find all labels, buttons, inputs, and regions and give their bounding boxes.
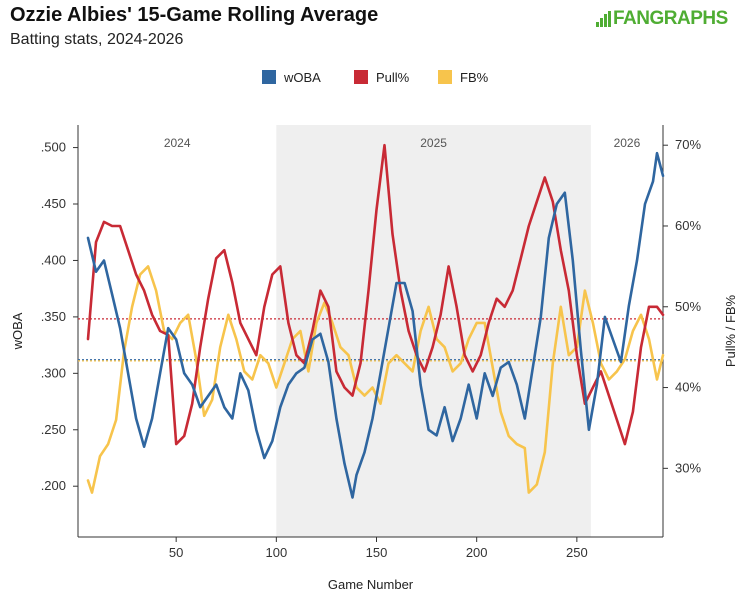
legend-label-woba: wOBA <box>283 70 321 85</box>
legend-swatch-fb <box>438 70 452 84</box>
legend-swatch-woba <box>262 70 276 84</box>
y-tick-label-left: .450 <box>41 196 66 211</box>
x-tick-label: 100 <box>265 545 287 560</box>
y-tick-label-left: .500 <box>41 140 66 155</box>
season-label-2025: 2025 <box>420 136 447 150</box>
y-tick-label-left: .350 <box>41 309 66 324</box>
logo-text: FANGRAPHS <box>613 8 728 29</box>
season-label-2024: 2024 <box>164 136 191 150</box>
x-tick-label: 250 <box>566 545 588 560</box>
series-line-woba <box>86 151 665 499</box>
y-tick-label-left: .300 <box>41 365 66 380</box>
y-tick-label-right: 70% <box>675 137 701 152</box>
y-tick-label-right: 50% <box>675 299 701 314</box>
y-tick-label-right: 30% <box>675 460 701 475</box>
x-tick-label: 50 <box>169 545 183 560</box>
x-axis-title: Game Number <box>328 577 414 592</box>
legend-label-pull: Pull% <box>376 70 410 85</box>
y-tick-label-left: .200 <box>41 478 66 493</box>
x-tick-label: 150 <box>366 545 388 560</box>
logo-bars-icon <box>596 11 611 27</box>
y-axis-title-left: wOBA <box>10 312 25 350</box>
y-tick-label-right: 60% <box>675 218 701 233</box>
series-line-pull <box>86 143 665 446</box>
y-tick-label-left: .400 <box>41 252 66 267</box>
y-tick-label-left: .250 <box>41 422 66 437</box>
fangraphs-logo: FANGRAPHS <box>596 8 728 30</box>
season-label-2026: 2026 <box>614 136 641 150</box>
legend-label-fb: FB% <box>460 70 489 85</box>
chart-title: Ozzie Albies' 15-Game Rolling Average <box>10 4 379 26</box>
y-axis-title-right: Pull% / FB% <box>723 294 738 367</box>
chart-subtitle: Batting stats, 2024-2026 <box>10 31 184 48</box>
legend-swatch-pull <box>354 70 368 84</box>
y-tick-label-right: 40% <box>675 380 701 395</box>
x-tick-label: 200 <box>466 545 488 560</box>
